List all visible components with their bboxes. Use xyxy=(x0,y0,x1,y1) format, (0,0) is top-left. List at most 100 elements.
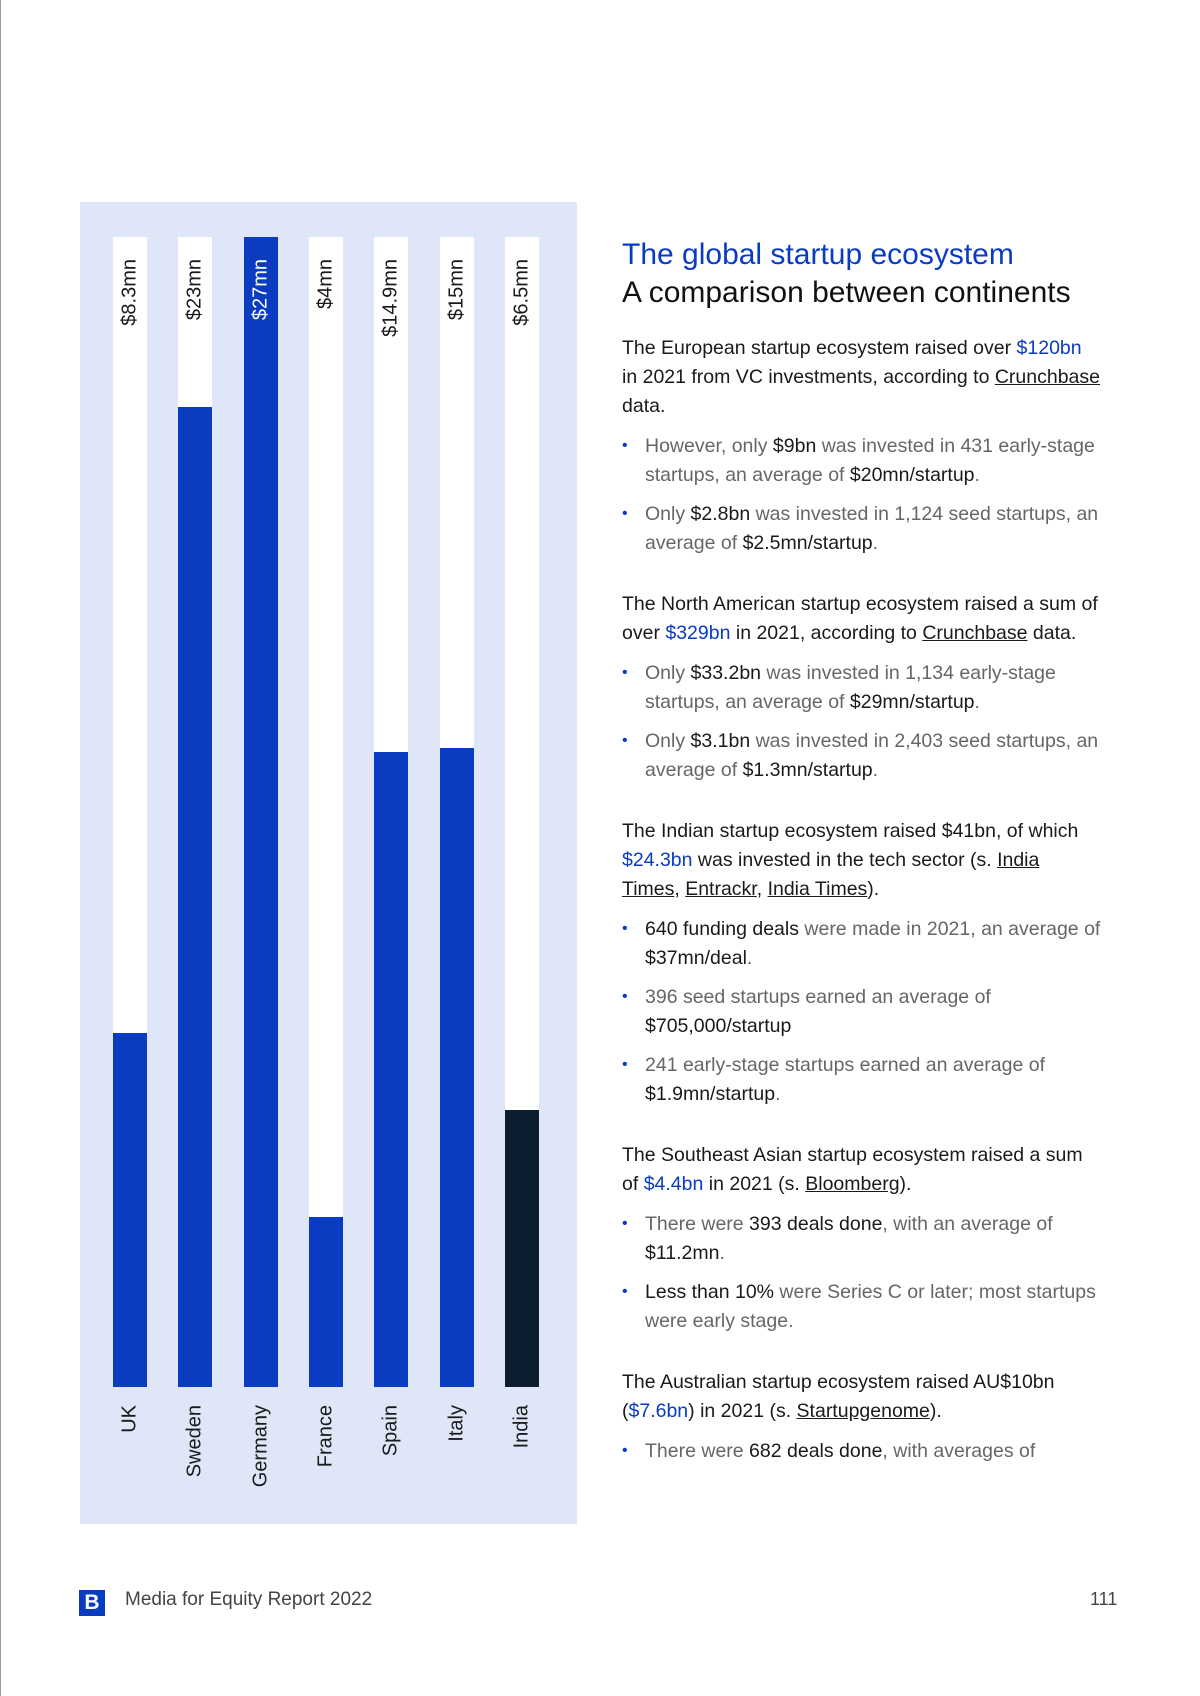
source-link[interactable]: Startupgenome xyxy=(796,1400,930,1422)
text-run: $1.9mn/startup xyxy=(645,1082,776,1105)
text-run: were made in 2021, an average of xyxy=(798,918,1101,940)
category-label-text: UK xyxy=(118,1405,141,1433)
text-run: $33.2bn xyxy=(690,662,762,684)
text-run: was invested in the tech sector (s. xyxy=(692,849,998,871)
bar-track-italy: $15mn xyxy=(440,237,474,1387)
text-run: ). xyxy=(899,1173,912,1195)
page-title: The global startup ecosystem xyxy=(622,238,1014,271)
section-paragraph: The Australian startup ecosystem raised … xyxy=(622,1368,1102,1426)
text-run: The European startup ecosystem raised ov… xyxy=(622,337,1017,359)
text-run: The Australian startup ecosystem raised … xyxy=(622,1371,1055,1422)
section: The North American startup ecosystem rai… xyxy=(622,590,1102,784)
page-subtitle: A comparison between continents xyxy=(622,276,1071,309)
text-run: The North American startup ecosystem rai… xyxy=(622,593,1098,644)
bar-track-uk: $8.3mn xyxy=(113,237,147,1387)
section-paragraph: The European startup ecosystem raised ov… xyxy=(622,334,1102,421)
bullet-item: There were 682 deals done, with averages… xyxy=(622,1437,1102,1466)
text-run: $29mn/startup xyxy=(849,690,975,713)
bar-sweden xyxy=(178,407,212,1387)
page-number: 111 xyxy=(1090,1589,1118,1609)
text-run: , xyxy=(674,878,686,900)
bar-track-france: $4mn xyxy=(309,237,343,1387)
category-label-text: Germany xyxy=(249,1405,272,1488)
text-run: was invested in 2,403 seed startups, an … xyxy=(645,730,1099,781)
text-run: was invested in 1,134 early-stage startu… xyxy=(645,662,1056,713)
highlight-figure: $4.4bn xyxy=(643,1173,704,1195)
text-run: 640 funding deals xyxy=(645,918,799,940)
text-run: ). xyxy=(867,878,880,900)
text-run: in 2021 from VC investments, according t… xyxy=(622,366,995,388)
bullet-item: There were 393 deals done, with an avera… xyxy=(622,1210,1102,1267)
text-run: ) in 2021 (s. xyxy=(688,1400,797,1422)
text-run: 241 early-stage startups earned an avera… xyxy=(645,1054,1046,1076)
text-run: , with an average of xyxy=(882,1213,1053,1235)
source-link[interactable]: Crunchbase xyxy=(994,366,1100,388)
text-run: $11.2mn xyxy=(645,1241,720,1264)
text-run: Less than 10% xyxy=(645,1281,775,1303)
text-run: Only xyxy=(645,730,691,752)
source-link[interactable]: India Times xyxy=(767,878,868,900)
text-run: were Series C or later; most startups we… xyxy=(645,1281,1096,1332)
text-run: , xyxy=(756,878,768,900)
source-link[interactable]: Entrackr xyxy=(685,878,757,900)
text-run: was invested in 431 early-stage startups… xyxy=(645,435,1095,486)
bar-spain xyxy=(374,752,408,1387)
section: The Southeast Asian startup ecosystem ra… xyxy=(622,1141,1102,1335)
category-label: Italy xyxy=(440,1405,474,1495)
text-run: $20mn/startup xyxy=(849,463,975,486)
bar-track-india: $6.5mn xyxy=(505,237,539,1387)
bar-germany xyxy=(244,237,278,1387)
text-run: Only xyxy=(645,503,691,525)
source-link[interactable]: Crunchbase xyxy=(922,622,1028,644)
source-link[interactable]: Bloomberg xyxy=(805,1173,900,1195)
text-run: . xyxy=(974,463,980,486)
category-label: Spain xyxy=(374,1405,408,1495)
text-run: in 2021 (s. xyxy=(703,1173,806,1195)
text-run: $2.5mn/startup xyxy=(742,531,873,554)
text-run: Only xyxy=(645,662,691,684)
bullet-item: 640 funding deals were made in 2021, an … xyxy=(622,915,1102,972)
text-run: $2.8bn xyxy=(690,503,751,525)
category-label-text: Sweden xyxy=(183,1405,206,1478)
section-paragraph: The North American startup ecosystem rai… xyxy=(622,590,1102,648)
bullet-item: 396 seed startups earned an average of $… xyxy=(622,983,1102,1040)
bar-value-label: $14.9mn xyxy=(379,259,402,337)
bullet-item: Only $3.1bn was invested in 2,403 seed s… xyxy=(622,727,1102,784)
footer-report-title: Media for Equity Report 2022 xyxy=(125,1589,373,1610)
text-run: There were xyxy=(645,1213,750,1235)
text-run: data. xyxy=(1027,622,1077,644)
category-label: UK xyxy=(113,1405,147,1495)
text-run: ). xyxy=(929,1400,942,1422)
highlight-figure: $120bn xyxy=(1016,337,1082,359)
bar-india xyxy=(505,1110,539,1387)
section-paragraph: The Southeast Asian startup ecosystem ra… xyxy=(622,1141,1102,1199)
text-run: The Southeast Asian startup ecosystem ra… xyxy=(622,1144,1083,1195)
text-run: $9bn xyxy=(772,435,817,457)
category-label-text: Spain xyxy=(379,1405,402,1457)
bar-value-label: $6.5mn xyxy=(510,259,533,326)
bullet-item: 241 early-stage startups earned an avera… xyxy=(622,1051,1102,1108)
text-run: 393 deals done xyxy=(749,1213,883,1235)
bar-value-label: $15mn xyxy=(445,259,468,321)
bar-track-sweden: $23mn xyxy=(178,237,212,1387)
highlight-figure: $7.6bn xyxy=(628,1400,689,1422)
text-run: 396 seed startups earned an average of xyxy=(645,986,991,1008)
text-run: . xyxy=(872,531,879,554)
category-label: Germany xyxy=(244,1405,278,1495)
bar-value-label: $23mn xyxy=(183,259,206,321)
text-run: . xyxy=(775,1082,781,1105)
text-run: , with averages of xyxy=(882,1440,1036,1462)
sections: The European startup ecosystem raised ov… xyxy=(622,334,1102,1466)
section: The European startup ecosystem raised ov… xyxy=(622,334,1102,557)
category-label-text: India xyxy=(510,1405,533,1449)
bar-track-germany: $27mn xyxy=(244,237,278,1387)
source-link[interactable]: India Times xyxy=(622,849,1040,900)
text-run: . xyxy=(974,690,980,713)
highlight-figure: $329bn xyxy=(665,622,731,644)
text-run: There were xyxy=(645,1440,750,1462)
text-run: $1.3mn/startup xyxy=(742,758,873,781)
text-run: $705,000/startup xyxy=(645,1014,792,1037)
bullet-item: However, only $9bn was invested in 431 e… xyxy=(622,432,1102,489)
category-label: France xyxy=(309,1405,343,1495)
text-run: . xyxy=(872,758,879,781)
